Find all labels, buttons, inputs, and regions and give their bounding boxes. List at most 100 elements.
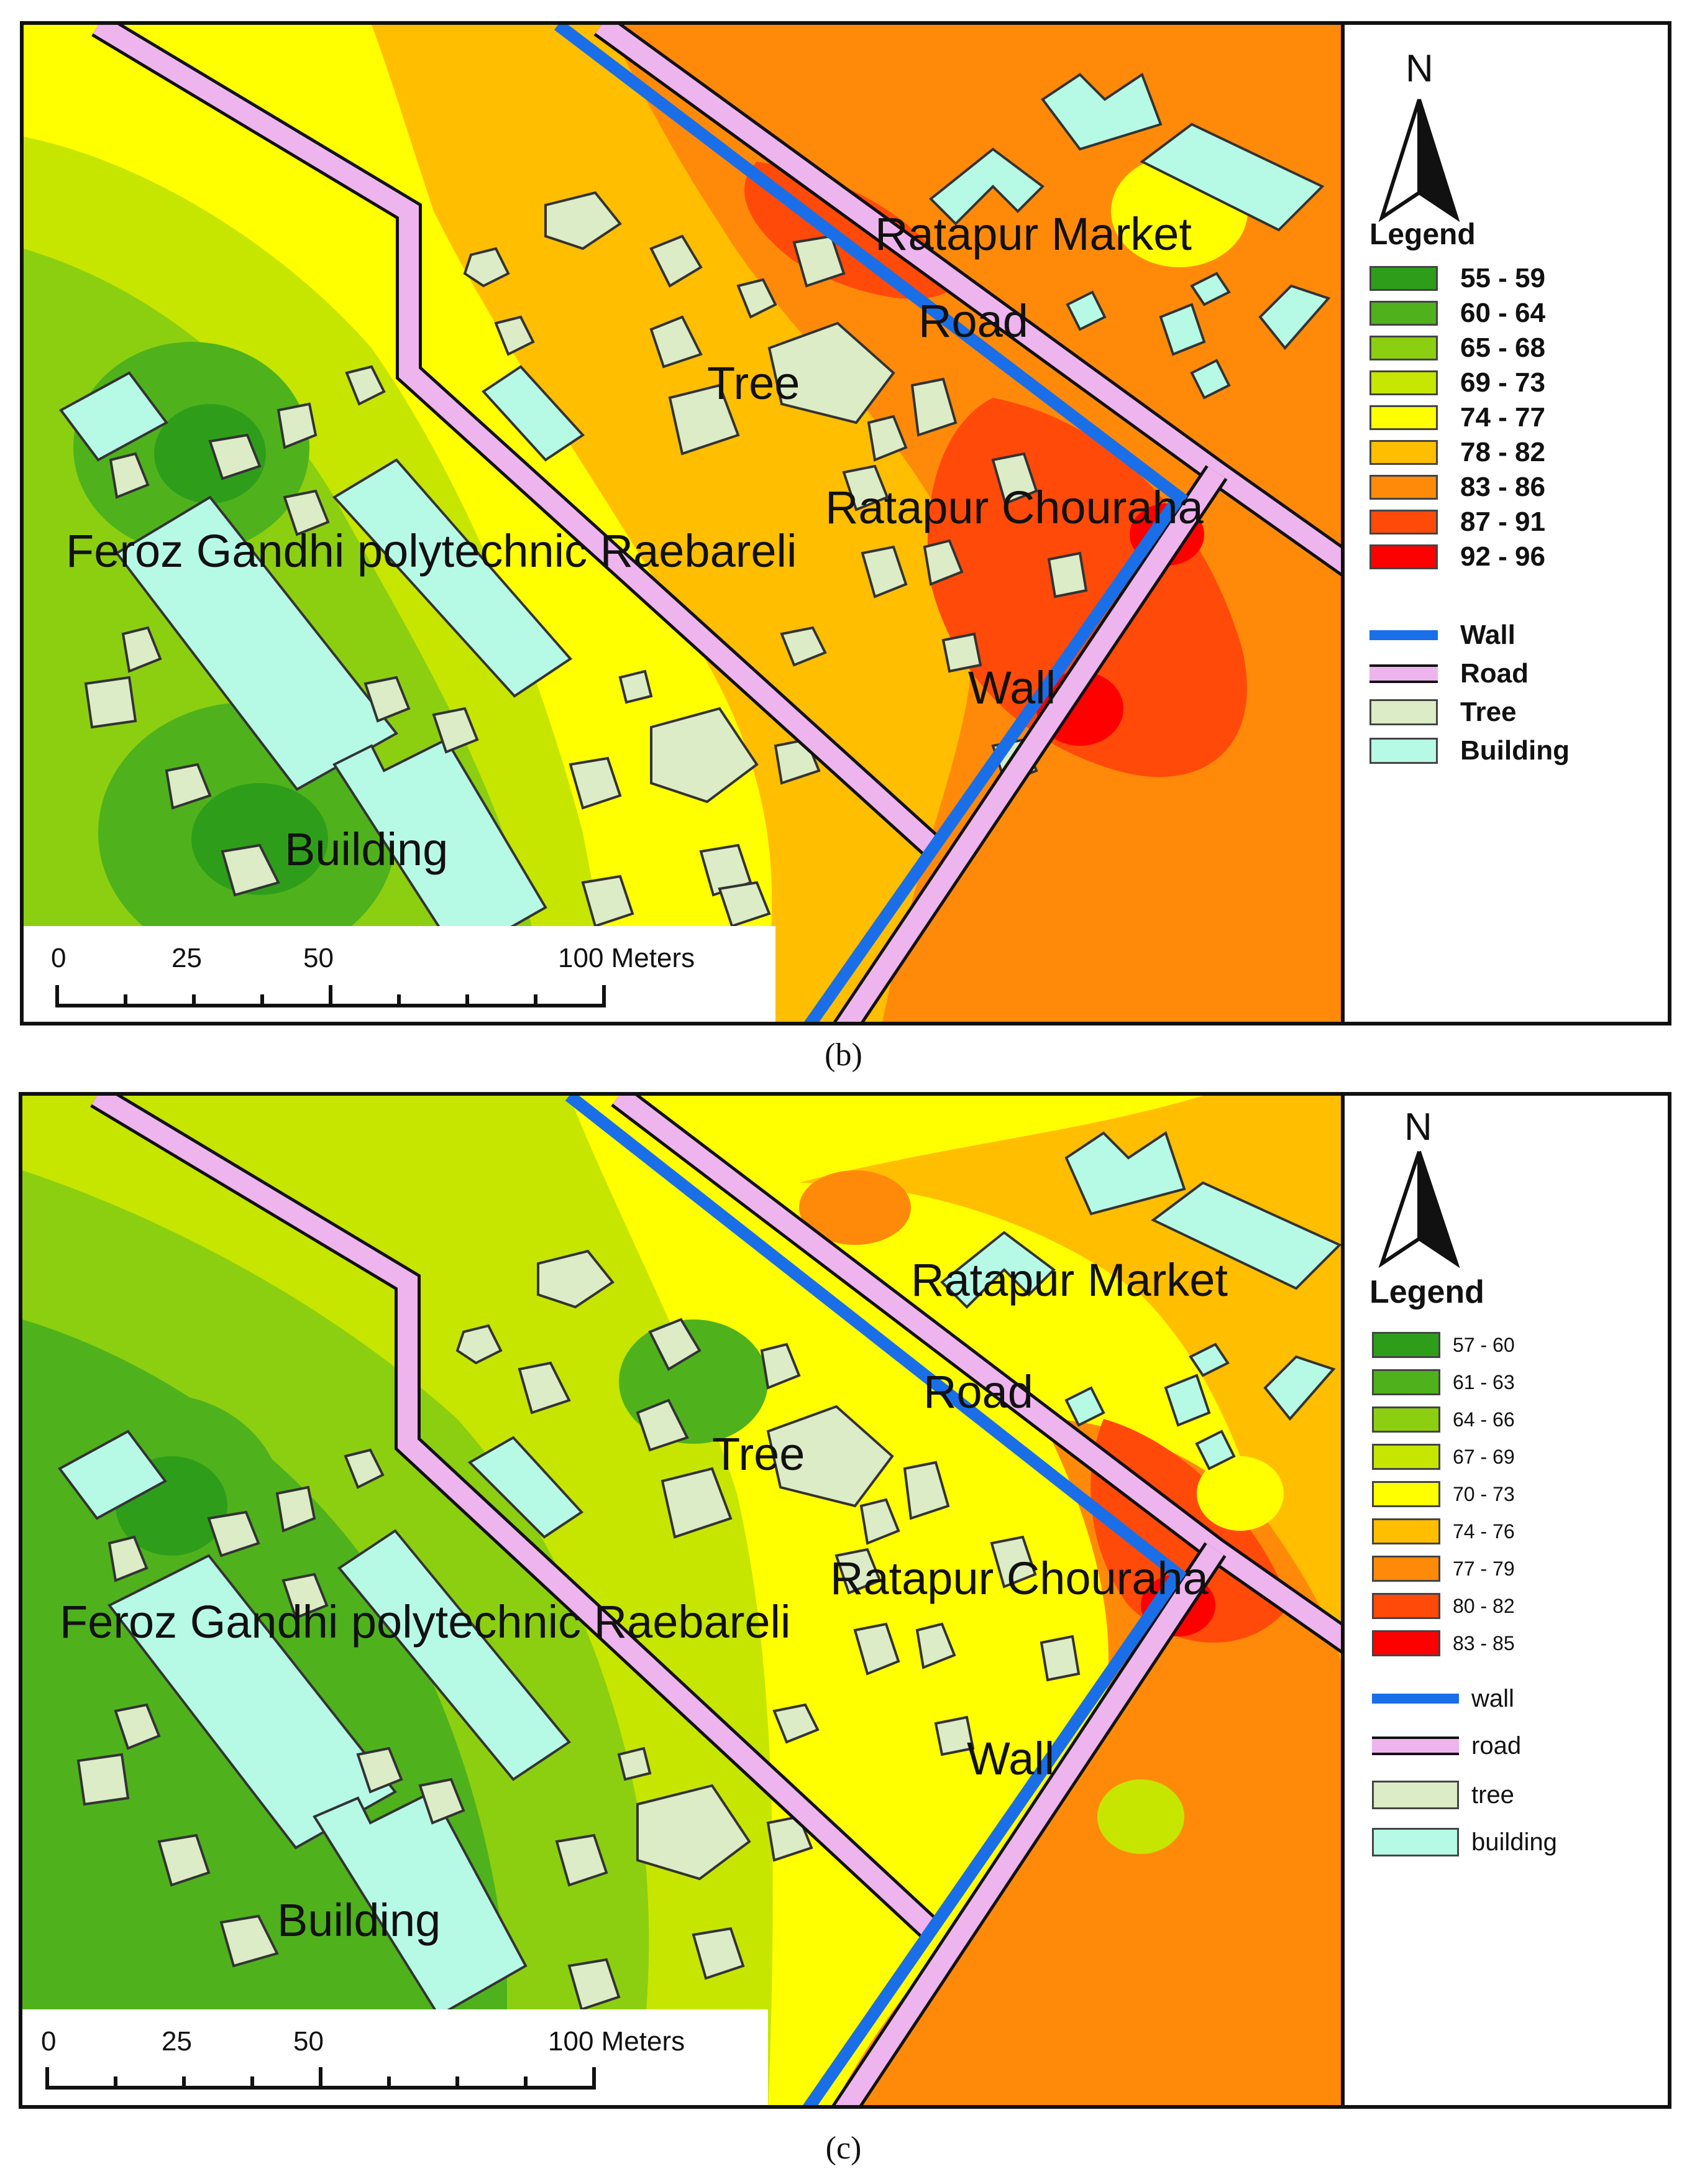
label-wall: Wall: [968, 662, 1056, 713]
legend-title: Legend: [1369, 1274, 1484, 1310]
legend-swatch: [1369, 336, 1438, 360]
legend-feature-label: Building: [1460, 735, 1570, 766]
legend-class-label: 83 - 85: [1453, 1632, 1515, 1654]
map-panel-c: Ratapur Market Road Tree Ratapur Chourah…: [0, 1092, 1687, 2184]
north-label: N: [1404, 1106, 1432, 1149]
legend-title: Legend: [1369, 218, 1476, 251]
scale-tick-50: 50: [293, 2026, 324, 2057]
legend-class-row: 83 - 86: [1369, 474, 1545, 501]
legend-class-row: 55 - 59: [1369, 265, 1545, 292]
north-label: N: [1406, 47, 1433, 90]
legend-swatch: [1369, 544, 1438, 569]
legend-feature-swatch: [1369, 738, 1438, 764]
legend-feature-label: Tree: [1460, 697, 1517, 727]
legend-class-label: 57 - 60: [1453, 1334, 1515, 1356]
legend-feature-label: building: [1471, 1828, 1557, 1856]
legend-class-label: 74 - 77: [1460, 402, 1545, 433]
scale-tick-25: 25: [171, 943, 202, 973]
legend-swatch: [1372, 1332, 1440, 1358]
legend-feature-row: Building: [1369, 737, 1570, 764]
label-ratapur-market: Ratapur Market: [875, 208, 1192, 260]
legend-feature-swatch: [1372, 1828, 1459, 1856]
legend-swatch: [1369, 510, 1438, 535]
legend-class-label: 78 - 82: [1460, 437, 1545, 467]
legend-swatch: [1369, 266, 1438, 291]
north-arrow-icon: [1378, 1151, 1460, 1269]
legend-feature-swatch: [1372, 1781, 1459, 1809]
label-ratapur-chouraha: Ratapur Chouraha: [830, 1553, 1209, 1604]
legend-swatch: [1372, 1369, 1440, 1395]
legend-class-row: 65 - 68: [1369, 334, 1545, 362]
legend-class-row: 80 - 82: [1372, 1593, 1515, 1619]
legend-class-row: 74 - 77: [1369, 404, 1545, 431]
legend-swatch: [1369, 301, 1438, 326]
legend-class-label: 60 - 64: [1460, 298, 1545, 328]
legend-class-label: 65 - 68: [1460, 333, 1545, 363]
legend-swatch: [1372, 1630, 1440, 1656]
legend-class-label: 92 - 96: [1460, 541, 1545, 572]
legend-class-row: 78 - 82: [1369, 439, 1545, 466]
legend-class-label: 87 - 91: [1460, 507, 1545, 537]
legend-feature-row: road: [1372, 1733, 1521, 1758]
legend-feature-row: wall: [1372, 1686, 1514, 1711]
legend-feature-label: Wall: [1460, 620, 1516, 650]
map-panel-b: Ratapur Market Road Tree Ratapur Chourah…: [20, 21, 1671, 1073]
legend-class-row: 83 - 85: [1372, 1630, 1515, 1656]
scale-tick-0: 0: [41, 2026, 57, 2057]
legend-class-label: 83 - 86: [1460, 472, 1545, 502]
legend-class-row: 60 - 64: [1369, 300, 1545, 327]
legend-swatch: [1369, 440, 1438, 465]
legend-swatch: [1369, 370, 1438, 395]
legend-swatch: [1372, 1593, 1440, 1619]
label-polytechnic: Feroz Gandhi polytechnic Raebareli: [60, 1596, 791, 1648]
legend-class-label: 77 - 79: [1453, 1558, 1515, 1580]
legend-class-label: 70 - 73: [1453, 1483, 1515, 1505]
legend-class-label: 64 - 66: [1453, 1408, 1515, 1431]
scale-tick-50: 50: [303, 943, 334, 973]
legend-feature-swatch: [1369, 630, 1438, 640]
label-wall: Wall: [967, 1733, 1055, 1784]
scale-tick-100-meters: 100 Meters: [558, 943, 695, 973]
legend-feature-swatch: [1369, 664, 1438, 683]
north-arrow-icon: [1378, 99, 1460, 223]
noise-map-c: [22, 1096, 1341, 2105]
legend-class-row: 77 - 79: [1372, 1556, 1515, 1582]
label-road: Road: [918, 295, 1028, 347]
label-tree: Tree: [707, 357, 800, 409]
label-tree: Tree: [712, 1428, 805, 1480]
legend-feature-row: Tree: [1369, 699, 1517, 726]
legend-class-label: 74 - 76: [1453, 1520, 1515, 1543]
legend-swatch: [1372, 1406, 1440, 1433]
figure-caption: (c): [825, 2131, 862, 2166]
legend-class-row: 70 - 73: [1372, 1481, 1515, 1507]
label-building: Building: [277, 1894, 441, 1946]
legend-class-label: 80 - 82: [1453, 1595, 1515, 1617]
legend-class-row: 74 - 76: [1372, 1518, 1515, 1544]
legend-feature-swatch: [1372, 1694, 1459, 1704]
legend-class-row: 69 - 73: [1369, 369, 1545, 397]
legend-feature-row: Road: [1369, 660, 1529, 687]
legend-panel: N Legend 57 - 60 61 - 63 64 - 66 67 - 69 70 …: [1341, 1092, 1671, 2109]
label-building: Building: [285, 824, 449, 875]
legend-class-label: 61 - 63: [1453, 1371, 1515, 1393]
label-road: Road: [923, 1366, 1033, 1418]
legend-class-row: 57 - 60: [1372, 1332, 1515, 1358]
legend-swatch: [1372, 1518, 1440, 1544]
legend-feature-label: road: [1471, 1732, 1522, 1760]
legend-class-row: 64 - 66: [1372, 1406, 1515, 1433]
figure-caption: (b): [825, 1037, 862, 1073]
legend-feature-row: Wall: [1369, 622, 1516, 649]
scale-tick-25: 25: [162, 2026, 192, 2057]
legend-class-label: 67 - 69: [1453, 1446, 1515, 1468]
legend-swatch: [1372, 1444, 1440, 1470]
legend-class-row: 67 - 69: [1372, 1444, 1515, 1470]
legend-swatch: [1369, 475, 1438, 500]
noise-map-b: [24, 25, 1341, 1022]
legend-swatch: [1369, 405, 1438, 430]
legend-class-label: 69 - 73: [1460, 367, 1545, 398]
legend-feature-swatch: [1369, 699, 1438, 725]
legend-feature-row: tree: [1372, 1781, 1514, 1809]
legend-swatch: [1372, 1481, 1440, 1507]
legend-feature-label: wall: [1471, 1685, 1514, 1712]
legend-class-row: 61 - 63: [1372, 1369, 1515, 1395]
